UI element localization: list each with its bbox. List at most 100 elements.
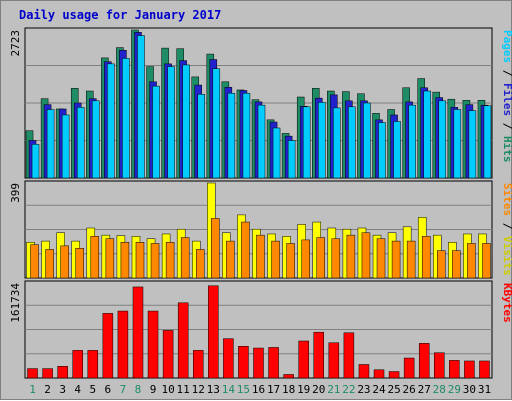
- bar-pages-day-30: [468, 110, 477, 179]
- bar-sites-day-29: [452, 250, 461, 279]
- bar-kbytes-day-11: [177, 302, 189, 379]
- bar-pages-day-8: [137, 35, 145, 179]
- x-tick-label: 23: [357, 383, 370, 396]
- x-tick-label: 28: [433, 383, 446, 396]
- bar-kbytes-day-6: [102, 313, 114, 379]
- panel-1: 2723 Pages / Files / Hits: [9, 27, 512, 179]
- bar-kbytes-day-16: [253, 347, 264, 379]
- x-tick-label: 11: [177, 383, 190, 396]
- bar-kbytes-day-19: [298, 340, 309, 379]
- bar-sites-day-20: [316, 237, 326, 279]
- bar-kbytes-day-29: [449, 360, 460, 379]
- bar-pages-day-15: [242, 92, 251, 179]
- bar-pages-day-28: [438, 100, 447, 179]
- legend-segment: Hits: [501, 136, 512, 163]
- x-tick-label: 1: [29, 383, 36, 396]
- x-tick-label: 5: [89, 383, 96, 396]
- bar-sites-day-28: [437, 250, 446, 279]
- bar-sites-day-25: [391, 240, 401, 279]
- bar-pages-day-12: [197, 94, 205, 179]
- bar-kbytes-day-18: [283, 374, 294, 379]
- bar-sites-day-19: [301, 239, 310, 279]
- x-tick-label: 16: [252, 383, 265, 396]
- bar-pages-day-13: [212, 68, 221, 179]
- bar-pages-day-7: [122, 58, 130, 179]
- y-max-label: 161734: [9, 283, 22, 323]
- y-max-label: 2723: [9, 30, 22, 57]
- bar-kbytes-day-10: [162, 330, 174, 379]
- bar-kbytes-day-17: [268, 347, 279, 379]
- x-tick-label: 8: [135, 383, 142, 396]
- x-tick-label: 26: [403, 383, 416, 396]
- x-tick-label: 27: [418, 383, 431, 396]
- bar-sites-day-22: [346, 234, 356, 279]
- legend-label: KBytes: [501, 283, 512, 323]
- bar-kbytes-day-23: [358, 364, 370, 379]
- bar-pages-day-14: [227, 92, 236, 179]
- bar-kbytes-day-12: [192, 350, 204, 379]
- bar-kbytes-day-8: [132, 286, 144, 379]
- bar-kbytes-day-20: [313, 331, 325, 379]
- bar-kbytes-day-5: [87, 350, 99, 379]
- legend-segment: /: [501, 116, 512, 136]
- bar-sites-day-27: [421, 236, 431, 279]
- x-tick-label: 4: [74, 383, 81, 396]
- bar-sites-day-12: [195, 249, 205, 279]
- bar-pages-day-6: [107, 63, 115, 179]
- bar-pages-day-27: [423, 90, 431, 179]
- bar-sites-day-16: [256, 234, 265, 279]
- bar-sites-day-11: [180, 237, 190, 279]
- bar-pages-day-18: [287, 140, 296, 179]
- bar-kbytes-day-30: [464, 360, 475, 379]
- bar-sites-day-4: [75, 247, 84, 279]
- panel-2: 399 Sites / Visits: [9, 180, 512, 279]
- bar-pages-day-31: [483, 105, 492, 179]
- bar-kbytes-day-7: [117, 310, 129, 379]
- panel-3: 161734 KBytes: [9, 280, 512, 379]
- bar-pages-day-19: [302, 106, 311, 179]
- x-tick-label: 6: [105, 383, 112, 396]
- bar-kbytes-day-1: [27, 368, 38, 379]
- bar-sites-day-26: [406, 240, 416, 279]
- legend-segment: /: [501, 63, 512, 83]
- legend-segment: KBytes: [501, 283, 512, 323]
- x-tick-label: 3: [59, 383, 66, 396]
- x-tick-label: 12: [192, 383, 205, 396]
- bar-pages-day-9: [152, 85, 160, 179]
- bar-kbytes-day-21: [328, 342, 340, 379]
- bar-pages-day-29: [453, 109, 462, 179]
- bar-sites-day-31: [482, 243, 491, 279]
- x-tick-label: 29: [448, 383, 461, 396]
- bar-kbytes-day-22: [343, 332, 355, 379]
- bar-pages-day-20: [318, 102, 326, 179]
- bar-kbytes-day-24: [373, 369, 385, 379]
- x-tick-label: 18: [282, 383, 295, 396]
- x-tick-label: 20: [312, 383, 325, 396]
- x-tick-label: 25: [387, 383, 400, 396]
- bar-pages-day-26: [408, 104, 416, 179]
- bar-kbytes-day-2: [42, 368, 53, 379]
- bar-sites-day-21: [331, 238, 341, 279]
- bar-kbytes-day-3: [57, 366, 68, 379]
- bar-sites-day-30: [467, 243, 476, 279]
- x-tick-label: 24: [372, 383, 386, 396]
- x-tick-label: 2: [44, 383, 51, 396]
- bar-pages-day-3: [61, 114, 70, 179]
- bar-sites-day-8: [135, 242, 145, 279]
- legend-label: Sites / Visits: [501, 183, 512, 276]
- legend-segment: /: [501, 216, 512, 236]
- bar-pages-day-5: [92, 100, 100, 179]
- x-tick-label: 19: [297, 383, 310, 396]
- y-max-label: 399: [9, 183, 22, 203]
- x-tick-label: 22: [342, 383, 355, 396]
- chart-title: Daily usage for January 2017: [19, 8, 221, 22]
- bar-pages-day-24: [378, 122, 386, 179]
- bar-sites-day-14: [226, 240, 235, 279]
- bar-pages-day-10: [167, 66, 175, 179]
- bar-sites-day-9: [150, 243, 160, 279]
- legend-segment: Files: [501, 83, 512, 116]
- bar-kbytes-day-25: [388, 371, 400, 379]
- bar-sites-day-15: [241, 221, 250, 279]
- bar-pages-day-25: [393, 121, 401, 179]
